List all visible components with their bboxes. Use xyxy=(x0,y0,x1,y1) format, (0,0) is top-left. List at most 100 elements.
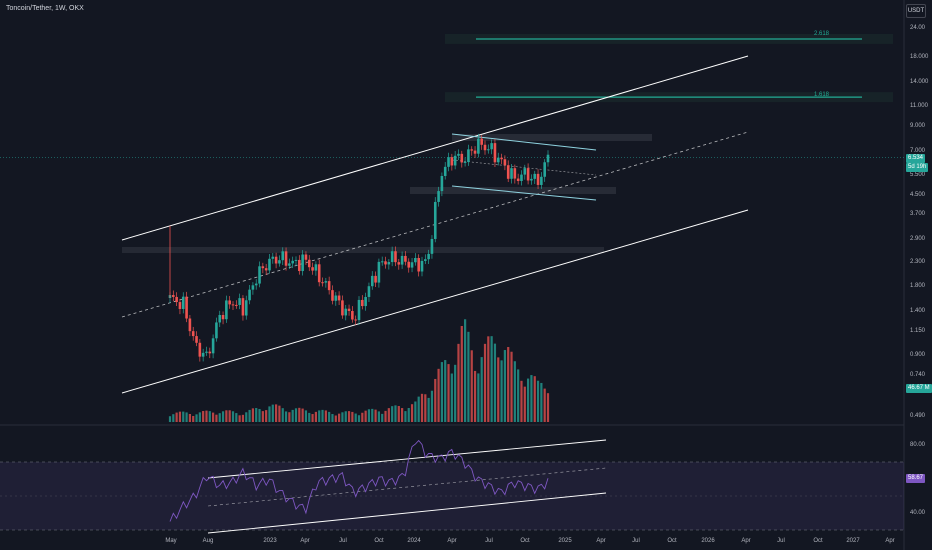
candle-body xyxy=(258,266,261,284)
volume-bar xyxy=(533,376,536,422)
time-tick-label: Apr xyxy=(447,538,457,544)
currency-button[interactable]: USDT xyxy=(906,4,926,18)
time-tick-label: Apr xyxy=(885,538,895,544)
candle-body xyxy=(268,258,271,271)
candle-body xyxy=(178,302,182,309)
volume-bar xyxy=(437,368,440,422)
volume-bar xyxy=(291,409,294,422)
volume-bar xyxy=(265,410,268,422)
volume-bar xyxy=(536,380,540,422)
time-tick-label: May xyxy=(165,538,177,544)
time-tick-label: Apr xyxy=(596,538,606,544)
candle-body xyxy=(384,261,387,265)
volume-bar xyxy=(258,408,261,422)
candle-body xyxy=(483,144,487,151)
volume-bar xyxy=(275,404,278,422)
volume-bar xyxy=(301,408,304,422)
volume-bar xyxy=(324,410,327,422)
candle-body xyxy=(460,153,464,163)
volume-bar xyxy=(391,406,394,422)
price-tick-label: 7.000 xyxy=(910,147,926,154)
candle-body xyxy=(241,298,245,316)
candle-body xyxy=(301,254,304,272)
price-tick-label: 0.740 xyxy=(910,371,926,378)
volume-bar xyxy=(192,415,195,422)
candle-body xyxy=(261,266,265,269)
candle-body xyxy=(364,296,367,307)
candle-body xyxy=(314,264,318,271)
candle-body xyxy=(225,300,228,320)
flag-lower-line xyxy=(451,185,597,201)
volume-bar xyxy=(347,411,351,422)
candle-body xyxy=(530,178,533,181)
candle-body xyxy=(188,318,192,332)
candle-body xyxy=(271,256,275,259)
candle-body xyxy=(347,308,351,311)
time-tick-label: Jul xyxy=(339,538,347,544)
volume-bar xyxy=(308,412,311,422)
candle-body xyxy=(307,259,311,268)
price-tick-label: 9.000 xyxy=(910,122,926,129)
volume-bar xyxy=(387,408,390,422)
volume-bar xyxy=(318,410,321,422)
candle-body xyxy=(414,257,417,263)
candle-body xyxy=(341,300,344,316)
volume-bar xyxy=(168,416,172,422)
volume-bar xyxy=(507,347,510,422)
volume-badge: 46.67 M xyxy=(906,384,932,393)
symbol-title[interactable]: Toncoin/Tether, 1W, OKX xyxy=(6,5,84,12)
volume-bar xyxy=(248,409,251,422)
volume-bar xyxy=(480,357,483,422)
price-tick-label: 0.900 xyxy=(910,352,926,359)
volume-bar xyxy=(397,406,400,422)
candle-body xyxy=(506,165,510,179)
candle-body xyxy=(321,282,324,284)
candle-body xyxy=(337,295,341,301)
volume-bar xyxy=(188,413,191,422)
volume-bar xyxy=(367,409,371,422)
volume-bar xyxy=(394,405,397,422)
volume-bar xyxy=(251,408,254,422)
candle-body xyxy=(357,299,361,321)
candle-body xyxy=(473,150,477,154)
volume-bar xyxy=(238,415,241,422)
candle-body xyxy=(274,256,278,264)
time-tick-label: Oct xyxy=(374,538,384,544)
candle-body xyxy=(231,304,235,306)
volume-bar xyxy=(231,411,235,422)
candle-body xyxy=(298,259,301,272)
candle-body xyxy=(407,261,411,268)
volume-bar xyxy=(294,408,298,422)
volume-bar xyxy=(175,412,178,422)
volume-bar xyxy=(414,401,417,422)
volume-bar xyxy=(331,414,334,422)
time-tick-label: Oct xyxy=(667,538,677,544)
volume-bar xyxy=(384,410,387,422)
volume-bar xyxy=(261,411,264,422)
candle-body xyxy=(324,281,328,283)
volume-bar xyxy=(434,378,437,422)
time-tick-label: 2023 xyxy=(263,538,277,544)
candle-body xyxy=(394,251,397,263)
candle-body xyxy=(490,143,493,150)
countdown-badge: 5d 19h xyxy=(906,163,929,172)
candle-body xyxy=(251,285,255,290)
time-tick-label: Aug xyxy=(202,538,214,544)
candle-body xyxy=(513,168,517,179)
candle-body xyxy=(404,255,407,262)
candle-body xyxy=(533,173,537,179)
volume-bar xyxy=(202,411,205,422)
rsi-channel-mid xyxy=(207,467,607,507)
candle-body xyxy=(284,251,288,266)
candle-body xyxy=(470,149,474,151)
volume-bar xyxy=(473,370,477,422)
volume-bar xyxy=(527,378,530,422)
candle-body xyxy=(493,143,497,163)
volume-bar xyxy=(517,369,520,422)
candle-body xyxy=(291,260,294,264)
volume-bar xyxy=(357,415,361,422)
volume-bar xyxy=(490,336,493,422)
volume-bar xyxy=(212,412,215,422)
price-tick-label: 4.500 xyxy=(910,191,926,198)
